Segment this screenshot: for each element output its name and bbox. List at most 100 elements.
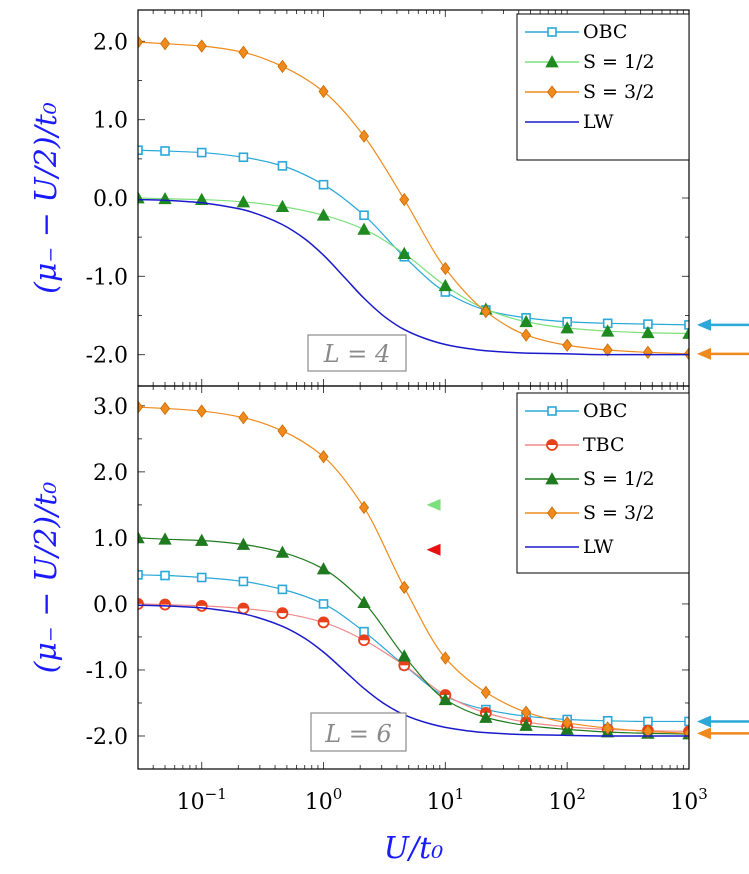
legend-box (516, 392, 690, 574)
data-point (195, 599, 208, 612)
data-point (641, 325, 655, 339)
data-point (275, 199, 290, 213)
data-point-fill (359, 635, 370, 641)
panel-bottom: -2.0 -1.0 0.0 1.0 2.0 3.0 (μ₋ − U/2)/t₀ L = 6 OB… (29, 385, 749, 866)
edge-arrow-head (697, 715, 711, 728)
data-point-fill (399, 660, 410, 666)
data-point (275, 545, 290, 558)
data-point (399, 580, 410, 595)
y-tick-label: -2.0 (86, 344, 128, 369)
y-tick-label: 0.0 (93, 593, 128, 618)
data-point (358, 634, 370, 647)
x-tick-label: 102 (548, 785, 586, 815)
data-point (602, 343, 613, 357)
data-point (276, 607, 289, 620)
data-point (277, 59, 288, 74)
data-point-fill (480, 707, 491, 713)
data-point-fill (138, 598, 143, 604)
data-point (277, 424, 288, 438)
legend-entry: TBC (583, 434, 625, 456)
data-point (138, 400, 143, 414)
data-point-fill (318, 617, 329, 623)
data-point (397, 649, 411, 662)
data-point (196, 404, 207, 418)
data-point (684, 347, 689, 361)
x-axis-label: U/t₀ (384, 831, 443, 866)
series-line-3 (138, 198, 689, 356)
legend-entry: LW (583, 111, 614, 133)
data-point (237, 602, 250, 615)
data-point-fill (196, 600, 207, 606)
legend-marker (547, 27, 557, 37)
legend-marker (547, 85, 557, 99)
data-point (238, 152, 249, 163)
data-point (521, 705, 532, 719)
data-point (317, 616, 330, 629)
data-point (318, 599, 329, 609)
data-point (318, 449, 329, 464)
data-point (238, 576, 249, 587)
series-line-4 (138, 604, 689, 737)
y-tick-label: 2.0 (93, 461, 128, 486)
legend-entry: S = 3/2 (583, 81, 655, 103)
legend-entry: OBC (583, 400, 627, 422)
data-point (480, 304, 491, 319)
y-tick-label: 1.0 (93, 109, 128, 134)
data-point (562, 338, 573, 352)
data-point (138, 570, 143, 580)
legend-entry: S = 1/2 (583, 51, 655, 73)
data-point (238, 45, 249, 59)
y-tick-label: 1.0 (93, 527, 128, 552)
y-tick-label: 0.0 (93, 187, 128, 212)
data-point (318, 84, 329, 99)
data-point (602, 721, 613, 735)
legend: OBC TBC S = 1/2 S = 3/2 LW (516, 392, 690, 574)
series-line-0 (138, 149, 689, 326)
edge-arrow-head (697, 347, 711, 360)
y-axis-label: (μ₋ − U/2)/t₀ (29, 102, 64, 294)
data-point (357, 595, 371, 608)
data-point (159, 598, 171, 611)
legend-entry: S = 3/2 (583, 502, 655, 524)
data-point (160, 37, 171, 51)
data-point (684, 320, 689, 330)
legend-marker-fill (547, 440, 557, 445)
data-point (277, 161, 288, 171)
y-tick-label: -1.0 (86, 659, 128, 684)
data-point (438, 692, 453, 706)
legend-entry: OBC (583, 21, 627, 43)
data-point (479, 710, 493, 723)
data-point-fill (277, 608, 288, 614)
data-point (399, 192, 410, 207)
data-point (562, 716, 573, 730)
data-point (642, 724, 653, 739)
data-point (138, 145, 143, 156)
data-point (195, 533, 209, 546)
panel-1-frame (137, 385, 690, 770)
data-point (359, 500, 370, 515)
data-point (138, 598, 144, 610)
data-point (359, 129, 370, 143)
series-line-0 (138, 574, 689, 723)
data-point (160, 401, 171, 416)
data-point (519, 314, 533, 328)
data-point-fill (238, 603, 249, 609)
data-point (238, 411, 249, 425)
data-point (643, 716, 653, 727)
y-tick-label: -1.0 (86, 265, 128, 290)
data-point (138, 35, 143, 49)
x-tick-label: 101 (427, 785, 465, 815)
data-point (397, 246, 411, 260)
panel-1-ticks (137, 386, 689, 770)
edge-arrow-head (697, 727, 711, 740)
data-point (138, 531, 145, 544)
inset-label-box (307, 334, 407, 372)
data-point (440, 651, 451, 665)
data-point (196, 147, 207, 158)
legend: OBC S = 1/2 S = 3/2 LW (516, 13, 690, 161)
data-point (682, 326, 689, 339)
y-tick-label: -2.0 (86, 725, 128, 750)
legend-marker (547, 406, 557, 416)
inset-label-box (310, 712, 407, 752)
